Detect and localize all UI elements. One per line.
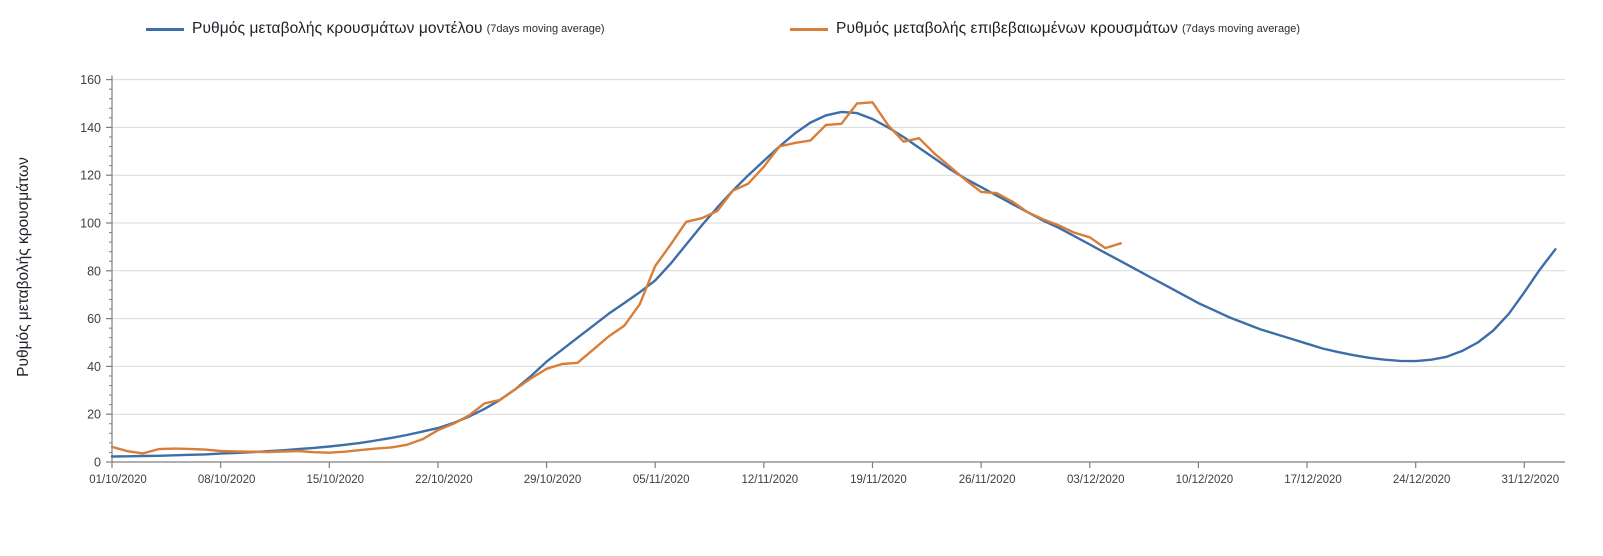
y-tick-label: 100 [80, 217, 101, 231]
legend-label-confirmed: Ρυθμός μεταβολής επιβεβαιωμένων κρουσμάτ… [836, 20, 1178, 37]
y-tick-label: 120 [80, 169, 101, 183]
x-tick-label: 08/10/2020 [198, 474, 256, 486]
legend-label-model: Ρυθμός μεταβολής κρουσμάτων μοντέλου [192, 20, 483, 37]
x-tick-label: 22/10/2020 [415, 474, 473, 486]
x-tick-label: 10/12/2020 [1176, 474, 1234, 486]
y-tick-label: 140 [80, 121, 101, 135]
legend-sublabel-confirmed: (7days moving average) [1181, 23, 1300, 35]
legend-line-swatch-model [146, 27, 184, 31]
y-tick-label: 20 [87, 408, 101, 422]
x-tick-label: 03/12/2020 [1067, 474, 1125, 486]
y-tick-label: 0 [94, 456, 101, 470]
x-tick-label: 17/12/2020 [1284, 474, 1342, 486]
x-tick-label: 24/12/2020 [1393, 474, 1451, 486]
series-line-model [110, 110, 1557, 458]
x-tick-label: 31/12/2020 [1502, 474, 1560, 486]
x-tick-label: 15/10/2020 [306, 474, 364, 486]
x-tick-label: 01/10/2020 [89, 474, 147, 486]
legend-item-model: Ρυθμός μεταβολής κρουσμάτων μοντέλου (7d… [146, 20, 605, 38]
x-tick-label: 29/10/2020 [524, 474, 582, 486]
series-line-confirmed [110, 101, 1123, 455]
x-tick-label: 05/11/2020 [633, 474, 690, 486]
y-tick-label: 40 [87, 360, 101, 374]
x-tick-label: 26/11/2020 [959, 474, 1016, 486]
y-tick-label: 60 [87, 312, 101, 326]
y-tick-label: 160 [80, 73, 101, 87]
y-tick-label: 80 [87, 264, 101, 278]
x-tick-label: 19/11/2020 [850, 474, 907, 486]
x-tick-label: 12/11/2020 [741, 474, 798, 486]
legend-line-swatch-confirmed [790, 27, 828, 31]
legend-item-confirmed: Ρυθμός μεταβολής επιβεβαιωμένων κρουσμάτ… [790, 20, 1300, 38]
legend-sublabel-model: (7days moving average) [486, 23, 605, 35]
